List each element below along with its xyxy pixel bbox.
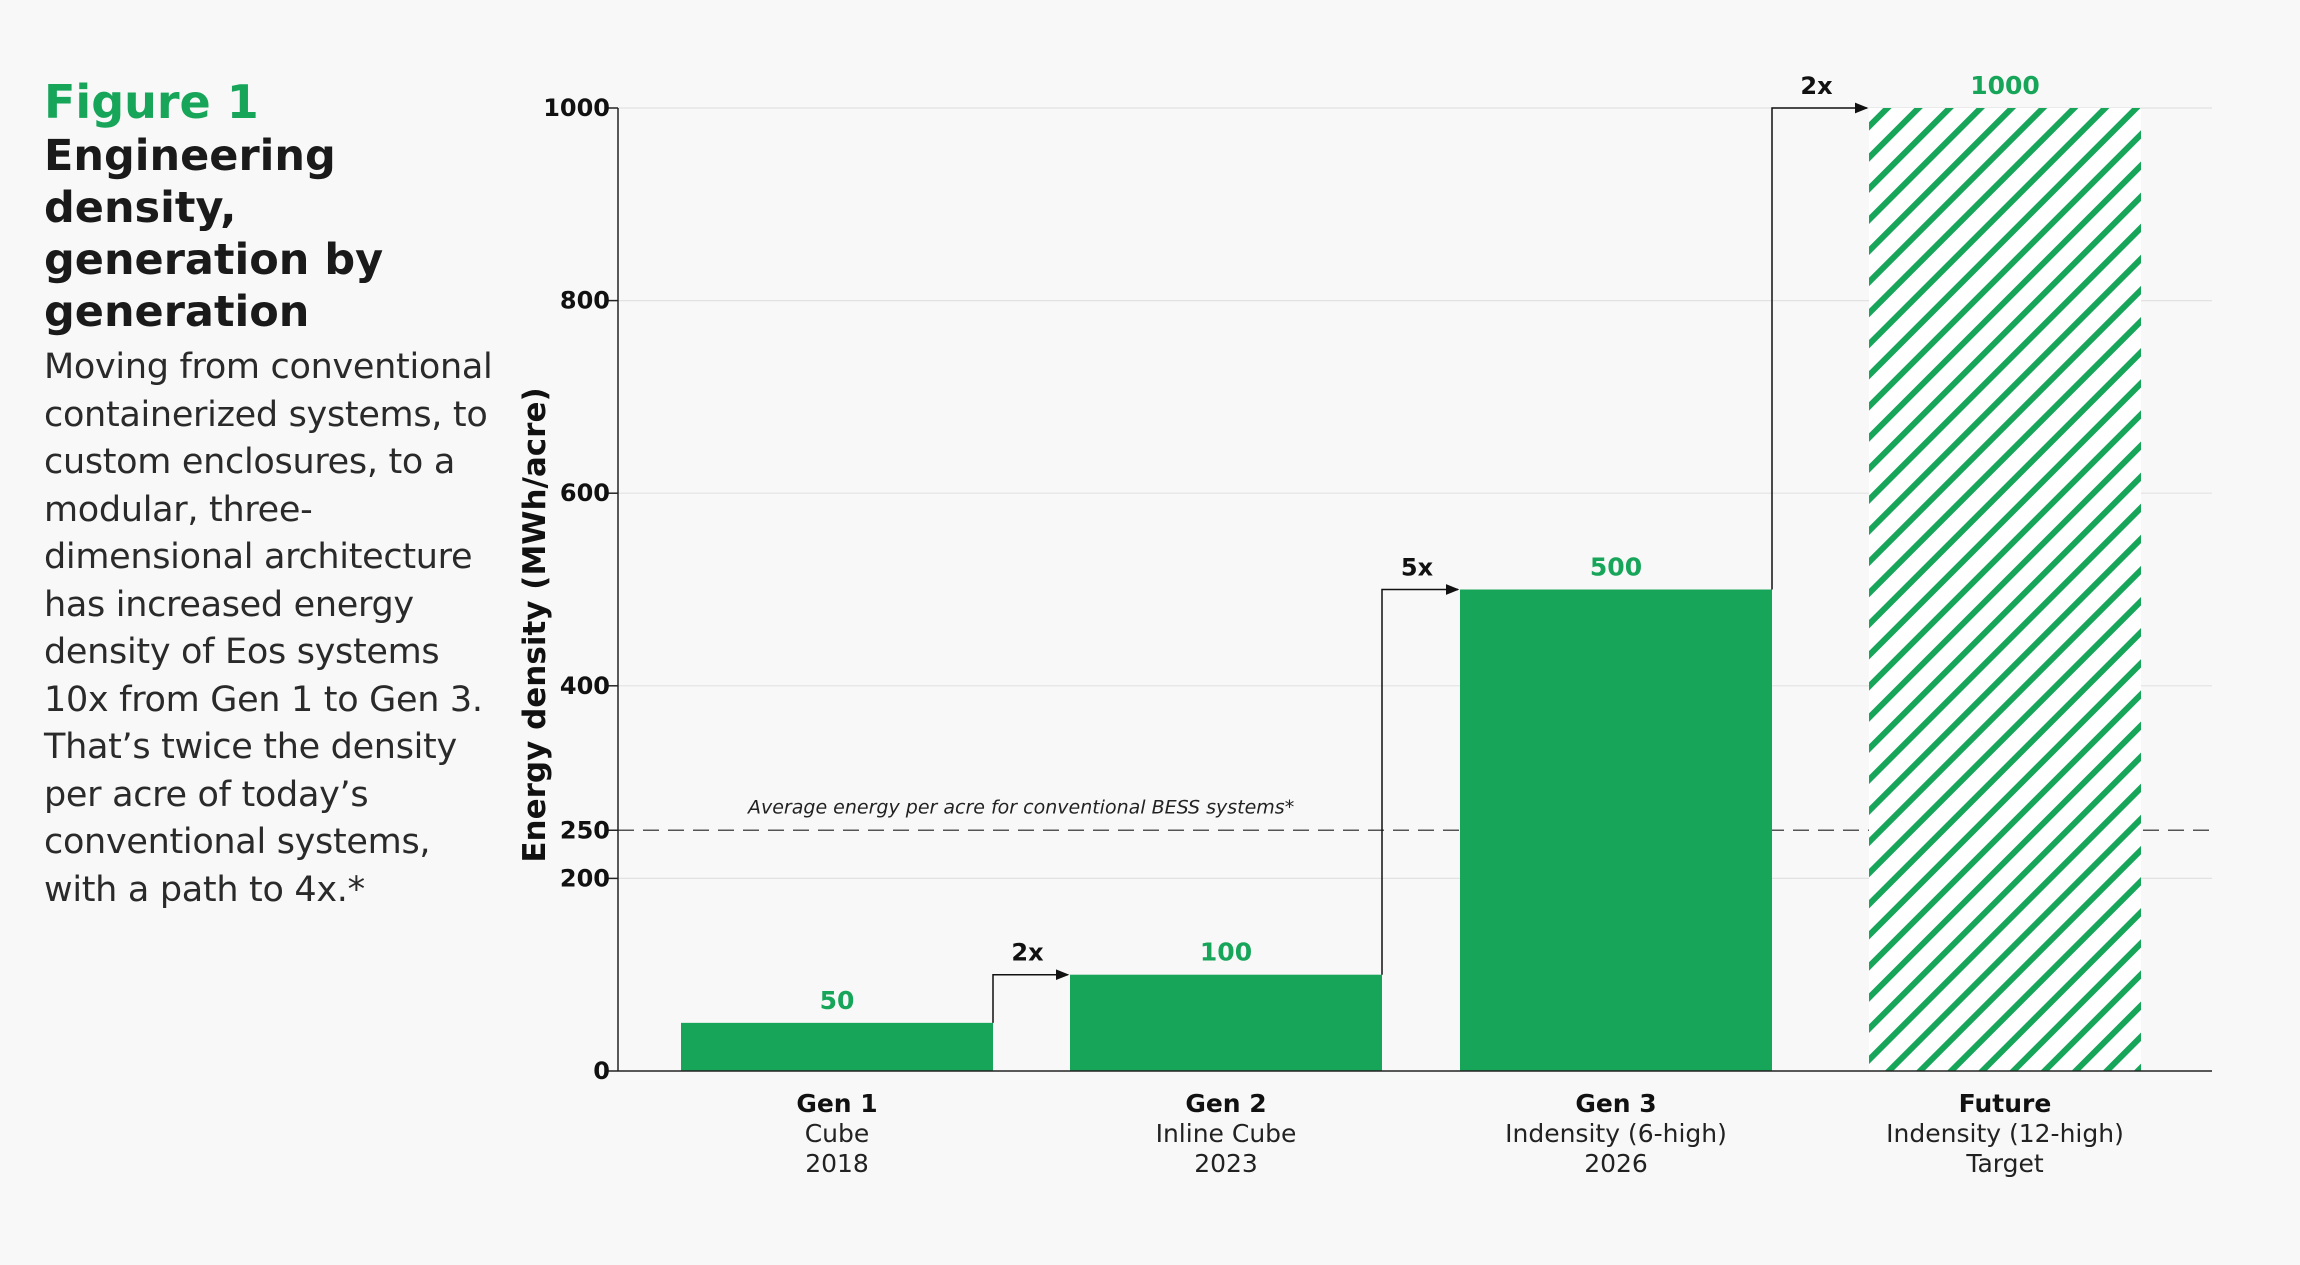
category-year-4: Target [1965, 1149, 2044, 1178]
category-year-1: 2018 [805, 1149, 869, 1178]
multiplier-label-2: 5x [1401, 554, 1434, 582]
y-axis-ticks: 0 200 250 400 600 800 1000 [543, 94, 618, 1085]
multiplier-arrow-3 [1771, 102, 1869, 590]
value-label-4: 1000 [1970, 71, 2040, 100]
category-year-3: 2026 [1584, 1149, 1648, 1178]
value-label-2: 100 [1200, 938, 1252, 967]
bar-4 [1869, 108, 2141, 1071]
figure-description: Moving from conventional containerized s… [44, 347, 493, 910]
value-label-3: 500 [1590, 553, 1642, 582]
multiplier-label-3: 2x [1800, 72, 1833, 100]
bar-2 [1070, 974, 1382, 1071]
reference-line-label: Average energy per acre for conventional… [746, 796, 1294, 818]
category-name-4: Future [1959, 1089, 2052, 1118]
category-name-1: Gen 1 [796, 1089, 877, 1118]
category-name-3: Gen 3 [1575, 1089, 1656, 1118]
y-tick-label-200: 200 [560, 864, 610, 892]
multiplier-connectors: 2x 5x 2x [992, 72, 1869, 1023]
category-subtitle-3: Indensity (6-high) [1505, 1119, 1727, 1148]
category-year-2: 2023 [1194, 1149, 1258, 1178]
category-name-2: Gen 2 [1185, 1089, 1266, 1118]
category-subtitle-2: Inline Cube [1156, 1119, 1297, 1148]
figure-title: Engineering density, generation by gener… [44, 131, 384, 337]
category-subtitle-4: Indensity (12-high) [1886, 1119, 2124, 1148]
multiplier-arrow-2 [1381, 584, 1460, 975]
value-labels: 50 100 500 1000 [820, 71, 2040, 1015]
y-tick-label-800: 800 [560, 287, 610, 315]
value-label-1: 50 [820, 986, 855, 1015]
y-tick-label-400: 400 [560, 672, 610, 700]
y-tick-label-600: 600 [560, 479, 610, 507]
axes [617, 108, 2212, 1072]
figure-label: Figure 1 [44, 75, 259, 129]
bar-3 [1460, 589, 1772, 1071]
figure-caption: Figure 1 Engineering density, generation… [44, 74, 514, 914]
y-tick-label-0: 0 [593, 1057, 610, 1085]
category-subtitle-1: Cube [805, 1119, 870, 1148]
y-tick-label-1000: 1000 [543, 94, 610, 122]
bars [681, 108, 2141, 1071]
y-axis-label: Energy density (MWh/acre) [517, 387, 553, 862]
multiplier-label-1: 2x [1011, 939, 1044, 967]
multiplier-arrow-1 [992, 969, 1070, 1023]
bar-1 [681, 1022, 993, 1071]
y-tick-label-250: 250 [560, 816, 610, 844]
